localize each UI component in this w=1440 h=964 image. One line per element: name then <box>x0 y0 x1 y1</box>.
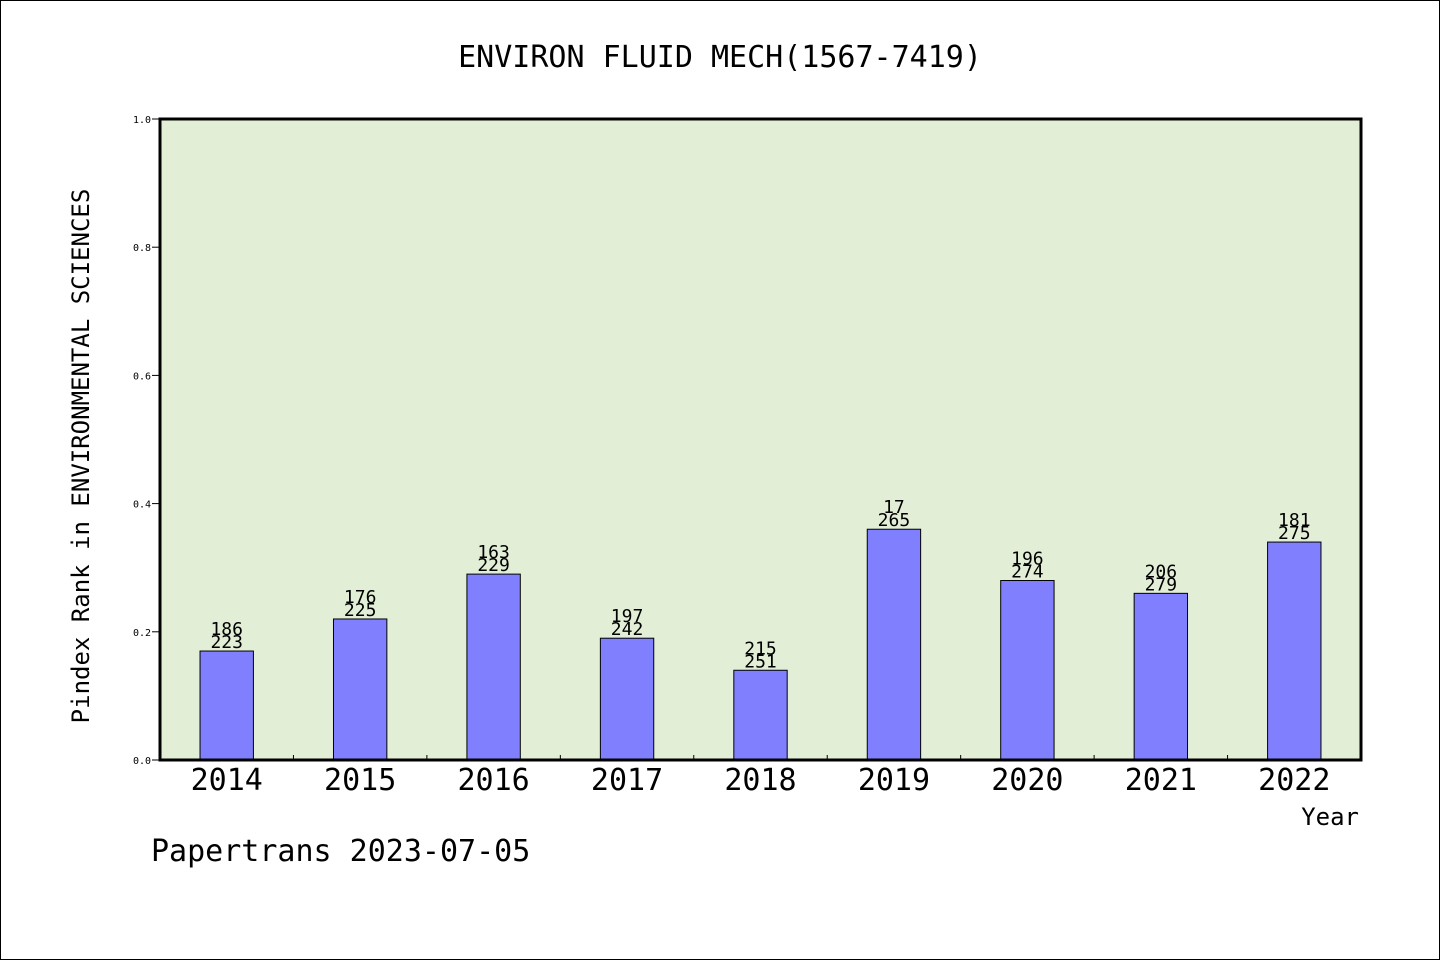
bar-rank-label: 215 <box>744 638 777 659</box>
bar-total-label: 223 <box>210 632 243 653</box>
x-tick-labels: 2014 2015 2016 2017 2018 2019 2020 2021 2022 <box>191 763 1331 798</box>
y-tick-label: 0.2 <box>133 628 151 639</box>
bar-rank-label: 176 <box>344 587 377 608</box>
bar-2019 <box>866 528 922 761</box>
y-axis-label: Pindex Rank in ENVIRONMENTAL SCIENCES <box>67 189 95 724</box>
footer-credit: Papertrans 2023-07-05 <box>151 834 531 869</box>
bar-total-label: 225 <box>344 600 377 621</box>
plot-border <box>158 117 1363 762</box>
x-tick-label: 2021 <box>1125 763 1197 798</box>
x-tick-label: 2018 <box>724 763 796 798</box>
x-tick-label: 2017 <box>591 763 663 798</box>
bar-2018 <box>733 669 788 761</box>
bar-2016 <box>466 573 521 761</box>
bar-total-label: 279 <box>1145 574 1178 595</box>
bar-total-label: 229 <box>477 555 510 576</box>
bar-rank-label: 163 <box>477 542 510 563</box>
bar-rank-label: 206 <box>1145 561 1178 582</box>
x-tick-label: 2020 <box>991 763 1063 798</box>
x-tick-label: 2015 <box>324 763 396 798</box>
bar-total-label: 275 <box>1278 523 1311 544</box>
bar-2017 <box>599 637 655 761</box>
y-tick-label: 0.6 <box>133 371 151 382</box>
bar-rank-label: 197 <box>611 606 644 627</box>
x-tick-label: 2016 <box>457 763 529 798</box>
bar-total-label: 265 <box>878 510 911 531</box>
bar-total-label: 251 <box>744 651 777 672</box>
bar-rank-label: 17 <box>883 497 905 518</box>
x-tick-label: 2014 <box>191 763 263 798</box>
x-tick-label: 2019 <box>858 763 930 798</box>
x-tick-label: 2022 <box>1258 763 1330 798</box>
bars <box>199 528 1322 761</box>
bar-2022 <box>1267 541 1322 761</box>
y-tick-label: 0.0 <box>133 756 151 767</box>
x-axis-label: Year <box>1301 803 1359 831</box>
bar-2021 <box>1133 592 1189 761</box>
bar-total-label: 242 <box>611 619 644 640</box>
bar-2014 <box>199 650 254 761</box>
data-labels: 1862231762251632291972422152511726519627… <box>210 497 1310 672</box>
y-axis: 0.0 0.2 0.4 0.6 0.8 1.0 <box>133 115 160 767</box>
bar-rank-label: 181 <box>1278 510 1311 531</box>
bar-rank-label: 196 <box>1011 549 1044 570</box>
bar-total-label: 274 <box>1011 562 1044 583</box>
bar-2015 <box>332 618 388 761</box>
y-tick-label: 0.4 <box>133 500 151 511</box>
bar-2020 <box>1000 580 1055 761</box>
bar-rank-label: 186 <box>210 619 243 640</box>
chart-title: ENVIRON FLUID MECH(1567-7419) <box>458 40 982 75</box>
y-tick-label: 0.8 <box>133 243 151 254</box>
y-tick-label: 1.0 <box>133 115 151 126</box>
